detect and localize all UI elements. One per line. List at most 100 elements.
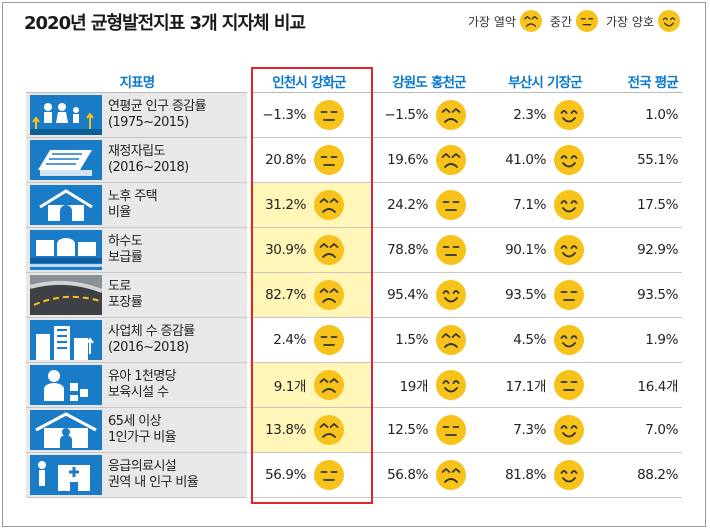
worst-face-icon (314, 234, 344, 265)
gijang-value: 2.3% (488, 92, 552, 138)
old-house-icon (30, 184, 102, 225)
table-body: 연평균 인구 증감률 (1975~2015) −1.3% −1.5% 2.3% 1.0% 재… (26, 92, 682, 498)
indicator-cell: 65세 이상 1인가구 비율 (26, 407, 250, 453)
gijang-value: 4.5% (488, 317, 552, 363)
gijang-value: 41.0% (488, 137, 552, 183)
ganghwa-value: 13.8% (248, 407, 312, 453)
hongcheon-value: 19개 (370, 362, 434, 408)
gijang-value: 7.1% (488, 182, 552, 228)
single-household-icon (30, 409, 102, 450)
indicator-label: 응급의료시설 권역 내 인구 비율 (108, 459, 199, 491)
ganghwa-value: −1.3% (248, 92, 312, 138)
national-average-value: 1.9% (602, 317, 682, 363)
indicator-label-line: (1975~2015) (108, 114, 189, 130)
hongcheon-value: −1.5% (370, 92, 434, 138)
best-face-icon (554, 414, 584, 445)
worst-face-icon (314, 279, 344, 310)
table-row: 연평균 인구 증감률 (1975~2015) −1.3% −1.5% 2.3% 1.0% (26, 92, 682, 138)
finance-icon (30, 139, 102, 180)
header-national: 전국 평균 (602, 70, 682, 93)
legend-worst-label: 가장 열악 (467, 14, 516, 29)
gijang-value: 17.1개 (488, 362, 552, 408)
gijang-rating (552, 182, 602, 228)
comparison-table: 지표명 인천시 강화군 강원도 홍천군 부산시 기장군 전국 평균 연평균 인구… (26, 70, 682, 498)
indicator-cell: 유아 1천명당 보육시설 수 (26, 362, 250, 408)
best-face-icon (554, 234, 584, 265)
hongcheon-rating (434, 362, 488, 408)
hongcheon-rating (434, 92, 488, 138)
middle-face-icon (314, 99, 344, 130)
indicator-label: 하수도 보급률 (108, 233, 143, 266)
ganghwa-rating (312, 137, 370, 183)
national-average-value: 16.4개 (602, 362, 682, 408)
national-average-value: 17.5% (602, 182, 682, 228)
indicator-label: 도로 포장률 (108, 278, 143, 311)
header-gijang: 부산시 기장군 (488, 70, 602, 93)
childcare-icon (30, 364, 102, 405)
ganghwa-rating (312, 407, 370, 453)
indicator-cell: 연평균 인구 증감률 (1975~2015) (26, 92, 250, 138)
indicator-cell: 하수도 보급률 (26, 227, 250, 273)
indicator-cell: 응급의료시설 권역 내 인구 비율 (26, 452, 250, 498)
gijang-rating (552, 272, 602, 318)
ganghwa-value: 56.9% (248, 452, 312, 498)
header-hongcheon: 강원도 홍천군 (370, 70, 488, 93)
indicator-label-line: 도로 (108, 278, 131, 294)
legend: 가장 열악 중간 가장 양호 (460, 10, 680, 32)
gijang-value: 90.1% (488, 227, 552, 273)
worst-face-icon (314, 414, 344, 445)
indicator-label: 65세 이상 1인가구 비율 (108, 413, 177, 446)
hongcheon-rating (434, 407, 488, 453)
best-face-icon (554, 324, 584, 355)
gijang-value: 81.8% (488, 452, 552, 498)
best-face-icon (436, 369, 466, 400)
indicator-label: 연평균 인구 증감률 (1975~2015) (108, 99, 207, 131)
indicator-label-line: 1인가구 비율 (108, 429, 177, 445)
header-indicator: 지표명 (26, 70, 248, 93)
table-row: 사업체 수 증감률 (2016~2018) 2.4% 1.5% 4.5% 1.9% (26, 317, 682, 363)
indicator-label: 노후 주택 비율 (108, 189, 158, 221)
gijang-rating (552, 407, 602, 453)
indicator-label-line: 보급률 (108, 249, 143, 265)
best-face-icon (554, 189, 584, 220)
indicator-cell: 노후 주택 비율 (26, 182, 250, 228)
table-row: 65세 이상 1인가구 비율 13.8% 12.5% 7.3% 7.0% (26, 407, 682, 453)
legend-best-label: 가장 양호 (606, 14, 654, 29)
indicator-label-line: 하수도 (108, 233, 143, 249)
national-average-value: 55.1% (602, 137, 682, 183)
population-icon (30, 94, 102, 135)
best-face-icon (436, 279, 466, 310)
national-average-value: 7.0% (602, 407, 682, 453)
gijang-rating (552, 227, 602, 273)
indicator-label: 사업체 수 증감률 (2016~2018) (108, 324, 195, 356)
middle-face-icon (436, 189, 466, 220)
worst-face-icon (314, 369, 344, 400)
ganghwa-rating (312, 362, 370, 408)
worst-face-icon (519, 10, 542, 32)
legend-middle-label: 중간 (549, 14, 573, 29)
business-icon (30, 319, 102, 360)
ganghwa-value: 9.1개 (248, 362, 312, 408)
indicator-cell: 도로 포장률 (26, 272, 250, 318)
ganghwa-value: 82.7% (248, 272, 312, 318)
table-row: 재정자립도 (2016~2018) 20.8% 19.6% 41.0% 55.1% (26, 137, 682, 183)
middle-face-icon (436, 414, 466, 445)
ganghwa-rating (312, 92, 370, 138)
hongcheon-value: 95.4% (370, 272, 434, 318)
indicator-label-line: 재정자립도 (108, 143, 165, 159)
hongcheon-value: 78.8% (370, 227, 434, 273)
worst-face-icon (314, 189, 344, 220)
hongcheon-rating (434, 452, 488, 498)
worst-face-icon (436, 99, 466, 130)
gijang-value: 7.3% (488, 407, 552, 453)
indicator-cell: 사업체 수 증감률 (2016~2018) (26, 317, 250, 363)
middle-face-icon (554, 279, 584, 310)
table-row: 유아 1천명당 보육시설 수 9.1개 19개 17.1개 16.4개 (26, 362, 682, 408)
best-face-icon (554, 144, 584, 175)
ganghwa-value: 31.2% (248, 182, 312, 228)
indicator-label-line: 65세 이상 (108, 413, 162, 429)
header-ganghwa: 인천시 강화군 (248, 70, 370, 93)
table-row: 하수도 보급률 30.9% 78.8% 90.1% 92.9% (26, 227, 682, 273)
gijang-rating (552, 452, 602, 498)
sewer-icon (30, 229, 102, 270)
